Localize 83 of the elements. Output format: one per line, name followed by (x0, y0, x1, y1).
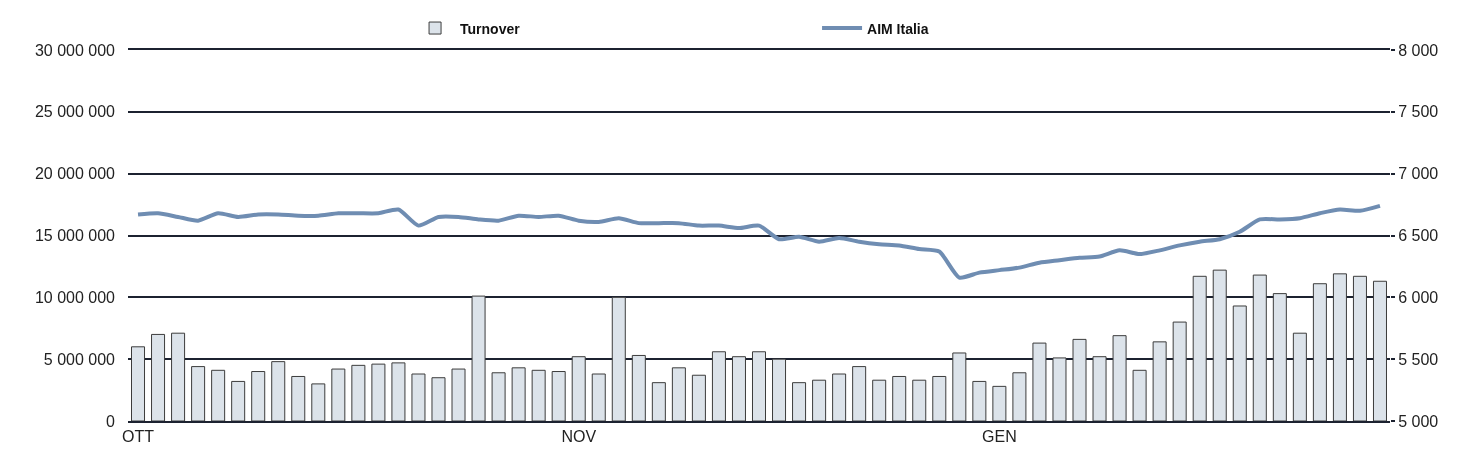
bar (1012, 372, 1027, 421)
bar (1212, 269, 1227, 421)
bar (1352, 275, 1367, 421)
y2-tick-label: 7 500 (1398, 103, 1439, 121)
bar (892, 375, 907, 421)
legend-label: Turnover (460, 20, 521, 37)
bar (872, 379, 887, 421)
y-tick-label: 0 (106, 412, 116, 430)
x-tick-label: NOV (561, 428, 597, 446)
y2-tick-label: 5 000 (1398, 412, 1439, 430)
y-tick-label: 30 000 000 (34, 41, 116, 59)
bar (311, 383, 326, 421)
bar (812, 379, 827, 421)
bar (451, 368, 466, 421)
bar (411, 373, 426, 421)
y2-tick-label: 6 000 (1398, 288, 1439, 306)
bar (832, 373, 847, 421)
bar (1372, 280, 1387, 421)
bar (171, 332, 186, 421)
bar (932, 375, 947, 421)
bar (952, 352, 967, 421)
bar (211, 369, 226, 421)
x-tick-label: GEN (982, 428, 1017, 446)
bar (992, 385, 1007, 421)
bar (792, 382, 807, 421)
bar (591, 373, 606, 421)
bar (651, 382, 666, 421)
bar (331, 368, 346, 421)
bar (551, 371, 566, 421)
bar (531, 369, 546, 421)
bar (772, 358, 787, 421)
legend-label: AIM Italia (867, 20, 929, 37)
bar (571, 356, 586, 421)
bar (751, 351, 767, 421)
bar (1092, 356, 1107, 421)
bar (291, 375, 306, 421)
bar (972, 380, 987, 421)
bar (1052, 357, 1067, 421)
y-tick-label: 20 000 000 (34, 165, 116, 183)
y2-tick-label: 7 000 (1398, 165, 1439, 183)
bar (1292, 332, 1307, 421)
x-tick-label: OTT (122, 428, 155, 446)
bar (912, 379, 927, 421)
bar (611, 296, 626, 421)
bar (852, 366, 867, 421)
bar (1312, 283, 1327, 421)
bar (511, 367, 526, 421)
bar (471, 295, 486, 421)
bar (1112, 335, 1127, 421)
y2-tick-label: 5 500 (1398, 350, 1439, 368)
bar (491, 372, 506, 421)
bar (251, 371, 266, 421)
bar (191, 366, 206, 421)
bar (1172, 321, 1187, 421)
y-tick-label: 25 000 000 (34, 103, 116, 121)
bar (391, 362, 406, 421)
y2-tick-label: 6 500 (1398, 227, 1439, 245)
bar (131, 346, 146, 421)
bar (631, 354, 646, 421)
bar (151, 333, 166, 421)
bar (1152, 341, 1167, 421)
bar (1332, 273, 1347, 421)
y-tick-label: 15 000 000 (34, 227, 116, 245)
bar (691, 374, 706, 421)
bar (1232, 305, 1247, 421)
bar (1192, 275, 1207, 421)
y-tick-label: 5 000 000 (43, 350, 116, 368)
bar (1252, 274, 1267, 421)
bar (351, 364, 366, 421)
bar (231, 380, 246, 421)
bar (711, 351, 726, 421)
bar (731, 356, 746, 421)
bar (371, 363, 386, 421)
bar (1272, 293, 1287, 421)
bar (431, 377, 446, 421)
bar (1132, 369, 1147, 421)
bar (1032, 342, 1047, 421)
y-tick-label: 10 000 000 (34, 288, 116, 306)
bar (1072, 338, 1087, 421)
bar (271, 361, 286, 421)
bar (671, 367, 686, 421)
line-series (136, 203, 1382, 280)
y2-tick-label: 8 000 (1398, 41, 1439, 59)
